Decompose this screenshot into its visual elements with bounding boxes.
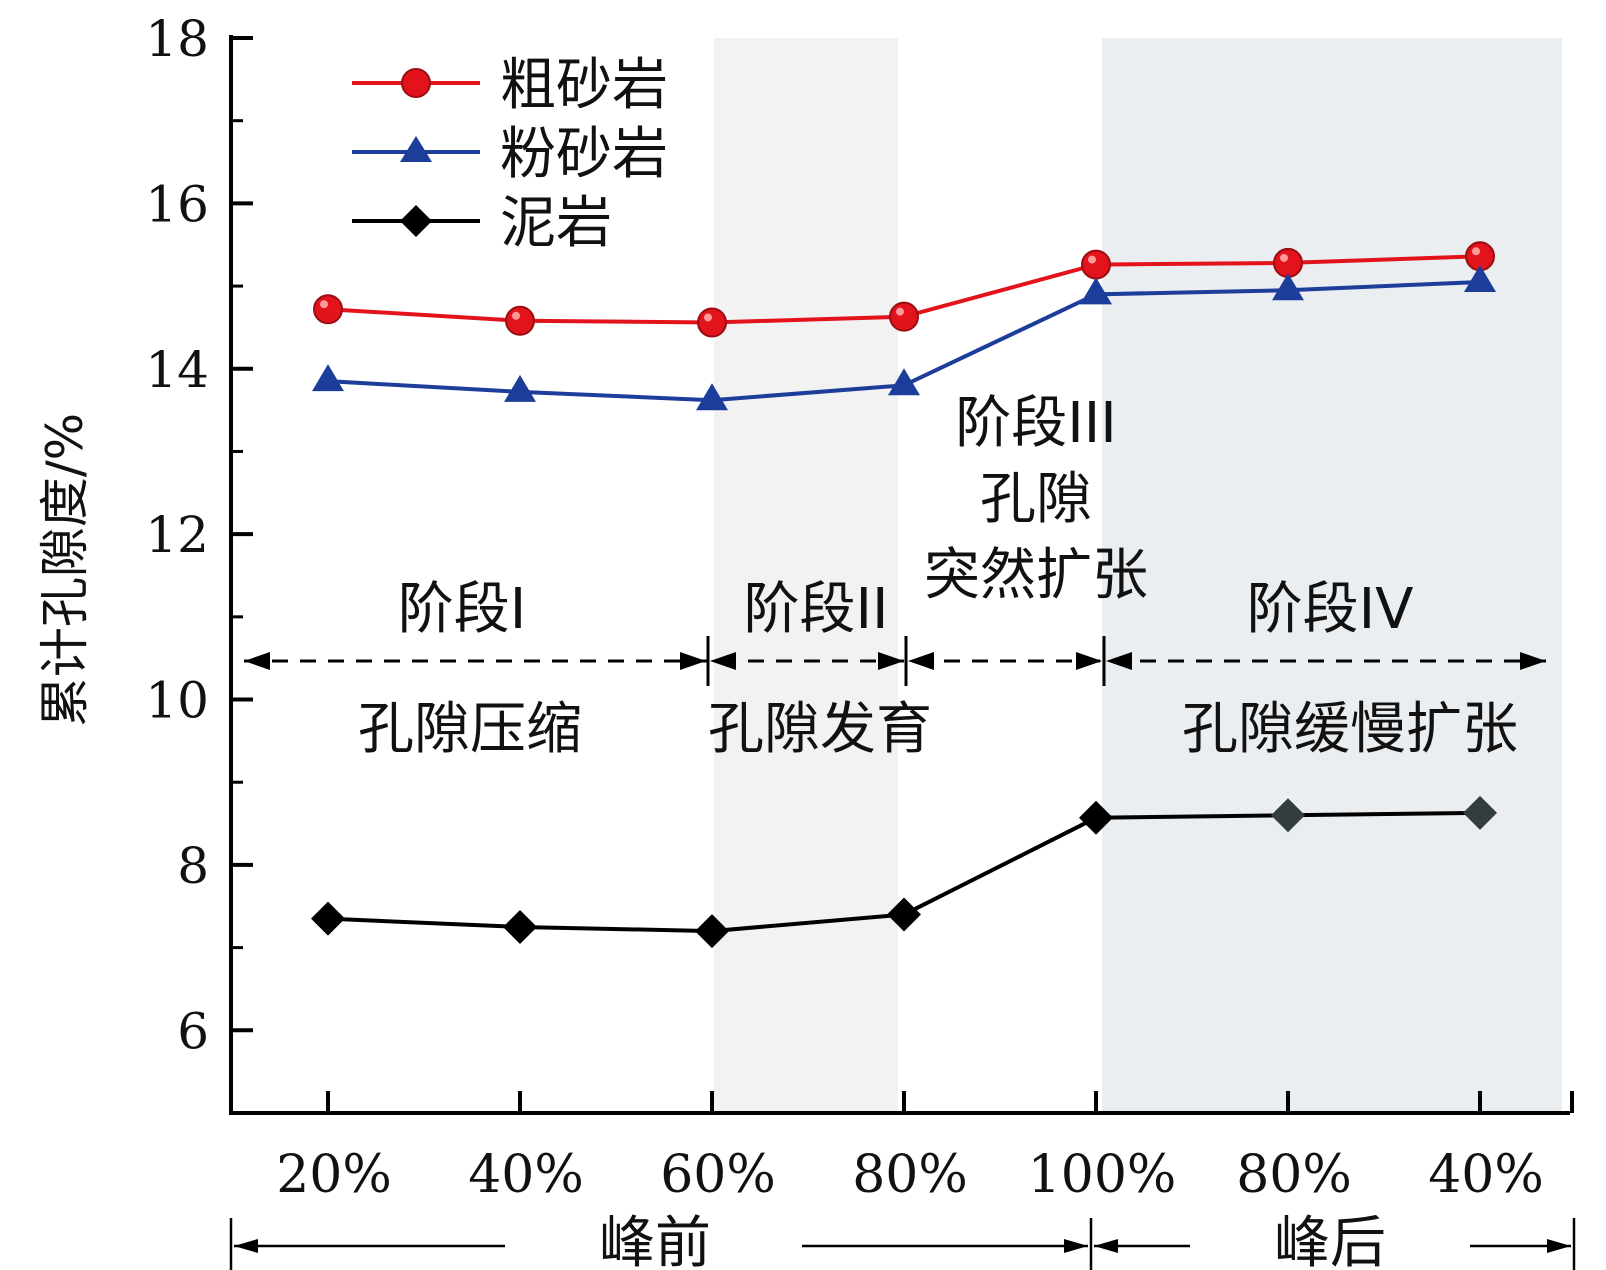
x-tick-label: 80%	[1236, 1145, 1352, 1205]
data-point	[697, 307, 727, 338]
data-point-highlight	[1088, 255, 1096, 264]
data-point	[889, 301, 919, 332]
data-point-highlight	[896, 307, 904, 316]
y-tick-label: 16	[145, 175, 209, 233]
data-point	[888, 368, 920, 396]
legend-label-mudstone: 泥岩	[500, 191, 612, 256]
data-point	[311, 901, 345, 936]
x-tick-label: 40%	[468, 1145, 584, 1205]
x-ticks: 20% 40% 60% 80% 100% 80% 40%	[276, 1091, 1574, 1205]
stage-divider	[244, 636, 1546, 686]
legend-label-siltstone: 粉砂岩	[500, 122, 668, 187]
data-point-highlight	[512, 311, 520, 320]
stage-2-desc: 孔隙发育	[708, 697, 932, 762]
data-point-highlight	[1472, 247, 1480, 256]
series-layer	[311, 241, 1497, 949]
series-0	[313, 241, 1495, 338]
data-point	[312, 364, 344, 392]
data-point	[1272, 273, 1304, 301]
legend: 粗砂岩 粉砂岩 泥岩	[352, 53, 668, 256]
legend-marker-siltstone	[400, 136, 432, 162]
data-point	[1080, 277, 1112, 305]
data-point	[1079, 800, 1113, 835]
stage-1-desc: 孔隙压缩	[358, 697, 582, 762]
data-point-highlight	[320, 300, 328, 309]
x-tick-label: 40%	[1428, 1145, 1544, 1205]
stage-3-desc-line2: 突然扩张	[924, 543, 1148, 608]
y-tick-label: 6	[177, 1002, 209, 1060]
y-tick-label: 12	[145, 506, 209, 564]
data-point-highlight	[1280, 253, 1288, 262]
stage-1-title: 阶段I	[398, 577, 527, 642]
y-tick-label: 18	[145, 10, 209, 68]
y-tick-label: 14	[145, 341, 209, 399]
y-axis-label: 累计孔隙度/%	[36, 413, 94, 727]
phase-bracket	[229, 1218, 1576, 1270]
data-point	[504, 374, 536, 402]
legend-label-coarse-sandstone: 粗砂岩	[500, 53, 668, 118]
post-peak-label: 峰后	[1274, 1211, 1386, 1270]
x-tick-label: 60%	[660, 1145, 776, 1205]
data-point-highlight	[704, 313, 712, 322]
stage-annotations: 阶段I 孔隙压缩 阶段II 孔隙发育 阶段III 孔隙 突然扩张 阶段IV 孔隙…	[358, 391, 1518, 762]
legend-marker-coarse-sandstone	[401, 68, 431, 98]
data-point	[1463, 795, 1497, 830]
data-point	[1081, 249, 1111, 280]
y-tick-label: 8	[177, 837, 209, 895]
stage-3-desc-line1: 孔隙	[980, 467, 1092, 532]
data-point	[1271, 798, 1305, 833]
pre-peak-label: 峰前	[599, 1211, 711, 1270]
data-point	[505, 305, 535, 336]
data-point	[1464, 264, 1496, 292]
data-point	[1273, 247, 1303, 278]
data-point	[695, 914, 729, 949]
stage-ii-shade	[714, 38, 898, 1113]
data-point	[696, 383, 728, 411]
legend-marker-mudstone	[400, 205, 432, 237]
x-tick-label: 20%	[276, 1145, 392, 1205]
series-1	[312, 264, 1496, 411]
series-2	[311, 795, 1497, 949]
data-point	[313, 294, 343, 325]
stage-2-title: 阶段II	[743, 577, 888, 642]
stage-4-title: 阶段IV	[1247, 577, 1414, 642]
y-tick-label: 10	[145, 672, 209, 730]
x-tick-label: 80%	[852, 1145, 968, 1205]
stage-4-desc: 孔隙缓慢扩张	[1182, 697, 1518, 762]
stage-3-title: 阶段III	[955, 391, 1117, 456]
stage-iv-shade	[1102, 38, 1562, 1113]
x-tick-label: 100%	[1028, 1145, 1177, 1205]
data-point	[503, 909, 537, 944]
y-ticks: 6 8 10 12 14 16 18	[145, 10, 253, 1060]
data-point	[887, 897, 921, 932]
